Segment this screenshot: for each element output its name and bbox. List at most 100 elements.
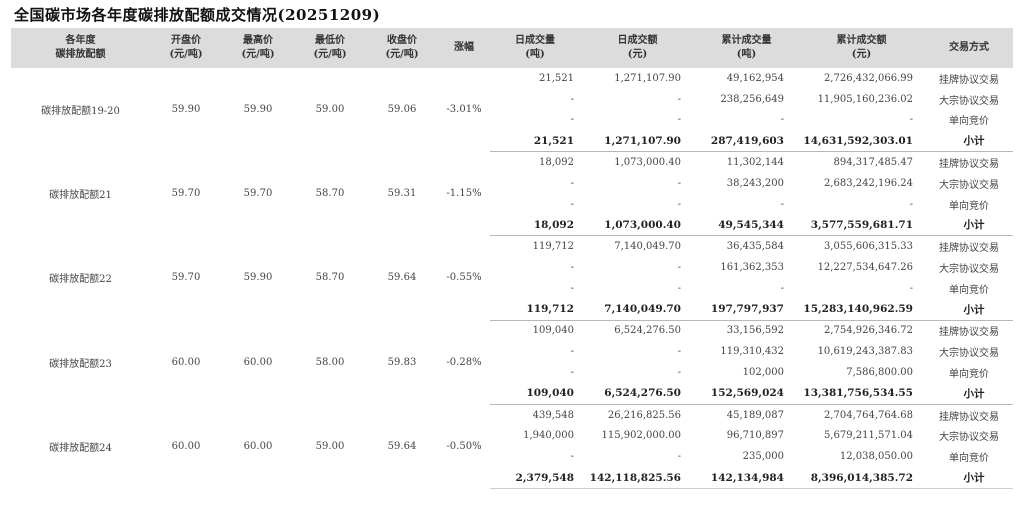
trade-mode-cell: 小计 (925, 298, 1013, 321)
daily-volume-cell: 21,521 (539, 72, 574, 84)
subtotal-row: 2,379,548 142,118,825.56 142,134,984 8,396,… (11, 467, 1013, 489)
table-row: - - 235,000 12,038,050.00 单向竞价 (11, 446, 1013, 467)
cum-volume-cell: 36,435,584 (726, 241, 784, 253)
table-row: 碳排放配额23 60.00 60.00 58.00 59.83 -0.28% 109,040… (11, 320, 1013, 369)
trade-mode-cell: 小计 (925, 130, 1013, 153)
cum-amount-cell: 15,283,140,962.59 (798, 298, 925, 321)
daily-amount-cell: 7,140,049.70 (614, 241, 681, 253)
daily-volume-cell: - (570, 282, 574, 294)
table-body: 碳排放配额19-20 59.90 59.90 59.00 59.06 -3.01% 21,5… (11, 68, 1013, 489)
low-price-cell: 58.00 (315, 356, 345, 368)
cum-volume-cell: 49,545,344 (695, 214, 798, 237)
cum-amount-cell: 3,577,559,681.71 (798, 214, 925, 237)
header-line: 开盘价 (171, 35, 201, 46)
daily-amount-cell: 1,073,000.40 (614, 157, 681, 169)
header-line: (元) (627, 49, 648, 60)
daily-volume-cell: 109,040 (532, 325, 574, 337)
daily-amount-cell: 142,118,825.56 (580, 467, 695, 489)
close-price-cell: 59.31 (387, 188, 417, 200)
daily-volume-cell: 2,379,548 (490, 467, 580, 489)
allowance-name-cell: 碳排放配额24 (49, 442, 112, 454)
allowance-name-cell: 碳排放配额21 (49, 190, 112, 202)
cum-volume-cell: 287,419,603 (695, 130, 798, 153)
cum-volume-cell: 238,256,649 (720, 93, 784, 105)
col-year-allowance-header: 各年度 碳排放配额 (11, 28, 150, 68)
trade-mode-cell: 小计 (925, 214, 1013, 237)
daily-volume-cell: 119,712 (490, 298, 580, 321)
header-line: (元/吨) (385, 49, 419, 60)
col-open-price-header: 开盘价 (元/吨) (150, 28, 222, 68)
price-change-cell: -3.01% (446, 104, 482, 116)
cum-volume-cell: 197,797,937 (695, 298, 798, 321)
cum-volume-cell: - (780, 114, 784, 126)
daily-volume-cell: 119,712 (532, 241, 574, 253)
daily-volume-cell: - (570, 198, 574, 210)
cum-amount-cell: 2,754,926,346.72 (823, 325, 913, 337)
cum-volume-cell: 102,000 (742, 367, 784, 379)
header-line: 日成交量 (515, 35, 555, 46)
open-price-cell: 60.00 (171, 440, 201, 452)
table-row: 碳排放配额21 59.70 59.70 58.70 59.31 -1.15% 18,092 1… (11, 152, 1013, 201)
daily-amount-cell: 6,524,276.50 (580, 382, 695, 405)
table-row: 碳排放配额24 60.00 60.00 59.00 59.64 -0.50% 439,548… (11, 404, 1013, 454)
trade-mode-cell: 单向竞价 (949, 116, 989, 128)
cum-volume-cell: 38,243,200 (726, 177, 784, 189)
open-price-cell: 59.70 (171, 188, 201, 200)
high-price-cell: 59.70 (243, 188, 273, 200)
page-title: 全国碳市场各年度碳排放配额成交情况(20251209) (14, 6, 381, 24)
cum-amount-cell: - (909, 114, 913, 126)
high-price-cell: 60.00 (243, 440, 273, 452)
trade-mode-cell: 单向竞价 (949, 200, 989, 212)
daily-amount-cell: - (677, 262, 681, 274)
trade-mode-cell: 挂牌协议交易 (939, 74, 999, 86)
col-low-price-header: 最低价 (元/吨) (294, 28, 366, 68)
cum-amount-cell: 14,631,592,303.01 (798, 130, 925, 153)
daily-volume-cell: - (570, 93, 574, 105)
cum-amount-cell: 2,704,764,764.68 (823, 409, 913, 421)
table-row: - - - - 单向竞价 (11, 194, 1013, 215)
cum-amount-cell: 8,396,014,385.72 (798, 467, 925, 489)
allowance-name-cell: 碳排放配额23 (49, 358, 112, 370)
col-trade-mode-header: 交易方式 (925, 28, 1013, 68)
col-high-price-header: 最高价 (元/吨) (222, 28, 294, 68)
col-daily-volume-header: 日成交量 (吨) (490, 28, 580, 68)
cum-amount-cell: 3,055,606,315.33 (823, 241, 913, 253)
allowance-name-cell: 碳排放配额19-20 (41, 106, 120, 118)
subtotal-row: 21,521 1,271,107.90 287,419,603 14,631,592,… (11, 130, 1013, 153)
close-price-cell: 59.83 (387, 356, 417, 368)
trade-mode-cell: 单向竞价 (949, 284, 989, 296)
table-row: - - 38,243,200 2,683,242,196.24 大宗协议交易 (11, 173, 1013, 194)
header-line: (吨) (525, 49, 545, 60)
header-line: 各年度 (65, 35, 96, 46)
daily-volume-cell: 21,521 (490, 130, 580, 153)
daily-amount-cell: - (677, 346, 681, 358)
open-price-cell: 59.90 (171, 104, 201, 116)
header-line: 碳排放配额 (55, 49, 106, 60)
daily-volume-cell: - (570, 114, 574, 126)
trade-mode-cell: 大宗协议交易 (939, 179, 999, 191)
header-line: 累计成交额 (836, 35, 887, 46)
cum-volume-cell: 142,134,984 (695, 467, 798, 489)
price-change-cell: -0.28% (446, 356, 482, 368)
daily-volume-cell: 1,940,000 (523, 430, 574, 442)
daily-volume-cell: - (570, 177, 574, 189)
cum-amount-cell: 5,679,211,571.04 (823, 430, 913, 442)
col-close-price-header: 收盘价 (元/吨) (366, 28, 438, 68)
daily-amount-cell: 6,524,276.50 (614, 325, 681, 337)
trade-mode-cell: 大宗协议交易 (939, 95, 999, 107)
high-price-cell: 60.00 (243, 356, 273, 368)
cum-amount-cell: - (909, 198, 913, 210)
daily-amount-cell: - (677, 367, 681, 379)
header-row: 各年度碳排放配额 开盘价 (元/吨) 最高价 (元/吨) 最低价 (元/吨) 收盘价 (元/吨)… (11, 28, 1013, 68)
cum-volume-cell: 11,302,144 (726, 157, 784, 169)
trade-mode-cell: 挂牌协议交易 (939, 159, 999, 171)
trade-mode-cell: 挂牌协议交易 (939, 243, 999, 255)
daily-volume-cell: 439,548 (532, 409, 574, 421)
col-daily-amount-header: 日成交额 (元) (580, 28, 695, 68)
header-line: (元/吨) (169, 49, 203, 60)
header-line: 日成交额 (617, 35, 658, 46)
close-price-cell: 59.64 (387, 272, 417, 284)
table-row: - - 102,000 7,586,800.00 单向竞价 (11, 362, 1013, 383)
daily-amount-cell: - (677, 177, 681, 189)
table-row: 1,940,000 115,902,000.00 96,710,897 5,679,2… (11, 426, 1013, 447)
